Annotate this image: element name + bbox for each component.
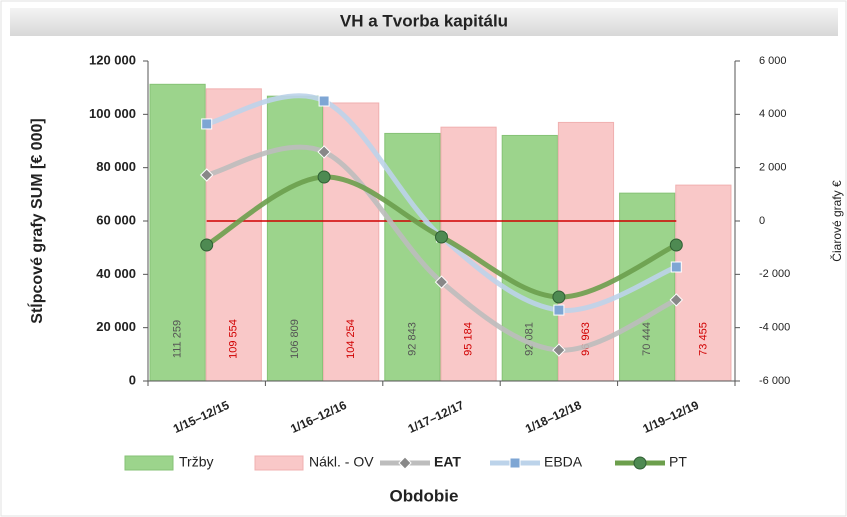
y-tick-label: 20 000	[96, 319, 136, 334]
bar	[205, 88, 262, 382]
line-marker	[398, 456, 412, 470]
bar	[501, 134, 558, 382]
bar-value-label: 104 254	[345, 319, 357, 359]
y2-tick-label: 2 000	[759, 162, 787, 174]
legend-label: EBDA	[544, 454, 583, 470]
line-marker	[553, 304, 565, 316]
line-marker	[509, 457, 521, 469]
bar-value-label: 106 809	[289, 319, 301, 359]
y2-tick-label: -6 000	[759, 375, 790, 387]
chart-title: VH a Tvorba kapitálu	[340, 11, 508, 30]
line-marker	[201, 118, 213, 130]
title-bar	[10, 8, 838, 36]
bar-value-label: 96 963	[580, 322, 592, 356]
bar	[323, 102, 380, 382]
y2-tick-label: 6 000	[759, 55, 787, 67]
line-marker	[318, 95, 330, 107]
legend-swatch	[124, 455, 174, 471]
legend-label: PT	[669, 454, 687, 470]
line-marker	[669, 238, 683, 252]
y-axis-title: Stĺpcové grafy SUM [€ 000]	[26, 118, 46, 323]
y-tick-label: 100 000	[89, 106, 136, 121]
line-marker	[200, 238, 214, 252]
y-tick-label: 120 000	[89, 52, 136, 67]
y-tick-label: 60 000	[96, 212, 136, 227]
line-marker	[669, 293, 684, 307]
legend-label: EAT	[434, 454, 461, 470]
bar	[266, 95, 324, 382]
line-marker	[633, 456, 647, 470]
legend-label: Tržby	[179, 454, 213, 470]
y2-tick-label: -4 000	[759, 322, 790, 334]
bar-value-label: 109 554	[228, 319, 240, 359]
bar-value-label: 111 259	[171, 320, 183, 358]
line-marker	[199, 168, 214, 182]
bar	[675, 184, 732, 382]
y-tick-label: 40 000	[96, 266, 136, 281]
bar-value-label: 70 444	[641, 322, 653, 356]
legend-label: Nákl. - OV	[309, 454, 374, 470]
bar	[149, 83, 206, 382]
line-marker	[317, 145, 331, 159]
bar-value-label: 92 081	[524, 322, 536, 356]
y-tick-label: 80 000	[96, 159, 136, 174]
y-tick-label: 0	[129, 372, 136, 387]
bar-value-label: 92 843	[406, 322, 418, 356]
y2-tick-label: 0	[759, 215, 765, 227]
line-marker	[317, 170, 331, 184]
bar-value-label: 73 455	[697, 322, 709, 356]
line-marker	[552, 290, 566, 304]
x-axis-title: Obdobie	[390, 486, 459, 505]
legend-swatch	[254, 455, 304, 471]
line-marker	[552, 343, 566, 357]
y2-axis-title: Čiarové grafy €	[829, 180, 844, 262]
y2-tick-label: 4 000	[759, 108, 787, 120]
line-marker	[435, 230, 448, 244]
y2-tick-label: -2 000	[759, 268, 790, 280]
line-marker	[670, 261, 682, 273]
bar-value-label: 95 184	[462, 322, 474, 356]
line-marker	[434, 275, 449, 289]
